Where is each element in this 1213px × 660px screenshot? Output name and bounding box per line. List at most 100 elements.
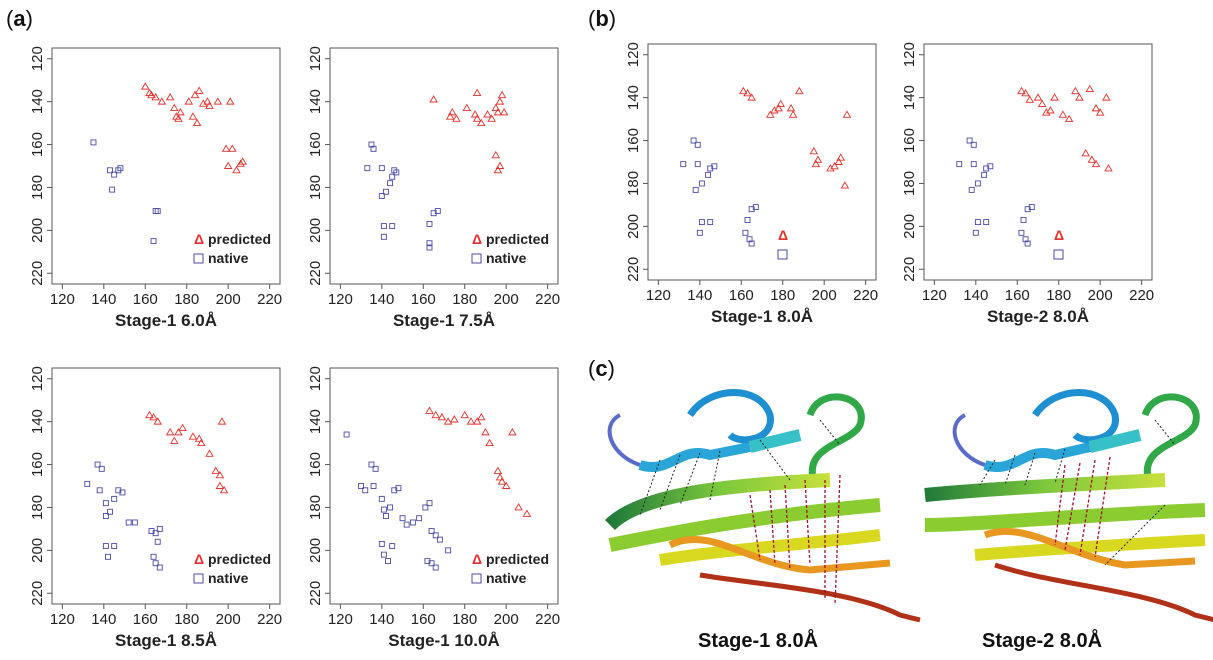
- native-point: [362, 487, 369, 494]
- y-tick-label: 180: [307, 495, 324, 520]
- predicted-point: [501, 481, 511, 489]
- predicted-point: [151, 92, 160, 101]
- y-tick-label: 120: [307, 366, 324, 391]
- legend-predicted-symbol: Δ: [194, 231, 204, 247]
- native-point: [109, 186, 116, 193]
- native-point: [428, 528, 435, 535]
- legend-native-label: native: [208, 570, 249, 586]
- native-point: [156, 564, 163, 571]
- predicted-point: [203, 97, 212, 105]
- native-point: [705, 171, 712, 178]
- scatter-plot-stage2-8A: 120 140 160 180 200 220120140160180200220Stag…: [901, 42, 1154, 326]
- native-point: [117, 165, 124, 172]
- native-point: [983, 219, 990, 226]
- predicted-point: [1091, 103, 1101, 112]
- plot-frame: [329, 47, 559, 285]
- predicted-point: [508, 427, 517, 436]
- native-point: [370, 483, 377, 489]
- predicted-point: [830, 161, 839, 170]
- predicted-point: [795, 86, 804, 95]
- x-tick-label: 140: [687, 287, 712, 304]
- x-tick-label: 120: [50, 611, 75, 628]
- y-tick-label: 160: [625, 128, 642, 153]
- x-tick-label: 180: [770, 287, 795, 304]
- native-point: [968, 186, 975, 193]
- x-tick-label: 220: [257, 291, 282, 308]
- legend-native-symbol: [471, 253, 482, 264]
- predicted-point: [1033, 93, 1043, 101]
- native-point: [380, 551, 387, 558]
- x-tick-label: 180: [452, 291, 477, 308]
- x-tick-label: 140: [369, 611, 394, 628]
- native-point: [90, 139, 97, 146]
- predicted-point: [165, 427, 175, 436]
- native-point: [445, 547, 452, 554]
- native-point: [102, 543, 109, 550]
- x-tick-label: 200: [812, 287, 837, 304]
- predicted-point: [493, 107, 503, 116]
- legend-native-symbol: [193, 253, 204, 264]
- predicted-point: [225, 97, 235, 105]
- predicted-point: [1071, 86, 1080, 95]
- predicted-point: [774, 103, 783, 112]
- native-point: [434, 208, 441, 215]
- x-axis-label: Stage-1 7.5Å: [393, 311, 495, 330]
- y-tick-label: 140: [29, 89, 46, 114]
- y-tick-label: 120: [307, 46, 324, 71]
- native-point: [970, 161, 977, 168]
- predicted-point: [176, 107, 185, 116]
- scatter-plot-stage1-8-5A: 120 140 160 180 200 220120140160180200220Stag…: [29, 366, 282, 650]
- predicted-point: [495, 161, 505, 169]
- legend-native-symbol: [1053, 249, 1064, 260]
- predicted-point: [786, 103, 796, 112]
- y-tick-label: 200: [307, 218, 324, 243]
- native-point: [105, 553, 111, 560]
- plot-frame: [51, 367, 281, 605]
- predicted-point: [1017, 86, 1026, 95]
- predicted-point: [184, 97, 194, 105]
- y-tick-label: 140: [625, 85, 642, 110]
- y-tick-label: 180: [625, 171, 642, 196]
- predicted-point: [443, 417, 453, 425]
- native-point: [389, 543, 396, 550]
- plot-frame: [329, 367, 559, 605]
- y-tick-label: 220: [307, 261, 324, 286]
- predicted-point: [205, 101, 214, 109]
- native-point: [742, 229, 749, 236]
- native-point: [378, 495, 385, 502]
- y-tick-label: 200: [29, 538, 46, 563]
- y-tick-label: 220: [29, 261, 46, 286]
- legend-predicted-symbol: Δ: [472, 231, 482, 247]
- predicted-point: [770, 106, 779, 114]
- native-point: [974, 219, 981, 226]
- panel-label-c: (c): [588, 356, 615, 381]
- legend-predicted-symbol: Δ: [472, 551, 482, 567]
- native-point: [102, 513, 109, 519]
- predicted-point: [165, 92, 175, 101]
- caption-stage1-ribbon: Stage-1 8.0Å: [698, 630, 819, 652]
- predicted-point: [215, 470, 225, 479]
- predicted-point: [842, 110, 852, 118]
- predicted-point: [495, 473, 505, 481]
- native-point: [698, 219, 705, 226]
- predicted-point: [493, 466, 503, 474]
- predicted-point: [211, 466, 221, 474]
- y-tick-label: 120: [29, 366, 46, 391]
- x-axis-label: Stage-1 8.0Å: [711, 307, 813, 326]
- predicted-point: [145, 410, 154, 419]
- native-point: [389, 223, 396, 230]
- x-tick-label: 200: [216, 611, 241, 628]
- predicted-point: [217, 417, 227, 425]
- predicted-point: [188, 432, 198, 440]
- predicted-point: [811, 159, 821, 168]
- predicted-point: [813, 155, 823, 163]
- native-point: [343, 431, 350, 438]
- native-point: [966, 137, 973, 144]
- native-point: [107, 167, 113, 174]
- y-tick-label: 160: [307, 132, 324, 157]
- predicted-point: [174, 427, 183, 436]
- y-tick-label: 220: [625, 257, 642, 282]
- legend-predicted-label: predicted: [486, 551, 549, 567]
- predicted-point: [522, 509, 532, 517]
- native-point: [752, 204, 759, 211]
